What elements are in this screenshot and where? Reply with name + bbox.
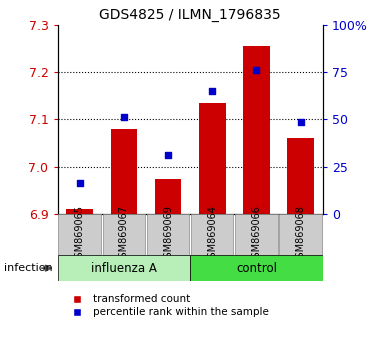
Bar [58,214,101,255]
Bar [111,129,137,214]
Bar [191,214,233,255]
Bar [190,255,323,281]
Bar [288,138,314,214]
Text: GSM869067: GSM869067 [119,205,129,264]
Bar [58,255,190,281]
Text: GSM869066: GSM869066 [252,205,262,264]
Text: infection: infection [4,263,52,273]
Point [77,181,83,186]
Bar [235,214,278,255]
Title: GDS4825 / ILMN_1796835: GDS4825 / ILMN_1796835 [99,8,281,22]
Text: GSM869065: GSM869065 [75,205,85,264]
Legend: transformed count, percentile rank within the sample: transformed count, percentile rank withi… [63,290,273,322]
Text: control: control [236,262,277,275]
Point [209,88,215,94]
Bar [147,214,189,255]
Bar [103,214,145,255]
Bar [199,103,226,214]
Text: GSM869068: GSM869068 [296,205,306,264]
Bar [66,210,93,214]
Text: GSM869064: GSM869064 [207,205,217,264]
Text: influenza A: influenza A [91,262,157,275]
Point [121,114,127,120]
Text: GSM869069: GSM869069 [163,205,173,264]
Point [298,119,303,125]
Bar [279,214,322,255]
Point [253,67,259,73]
Point [165,152,171,158]
Bar [155,179,181,214]
Bar [243,46,270,214]
